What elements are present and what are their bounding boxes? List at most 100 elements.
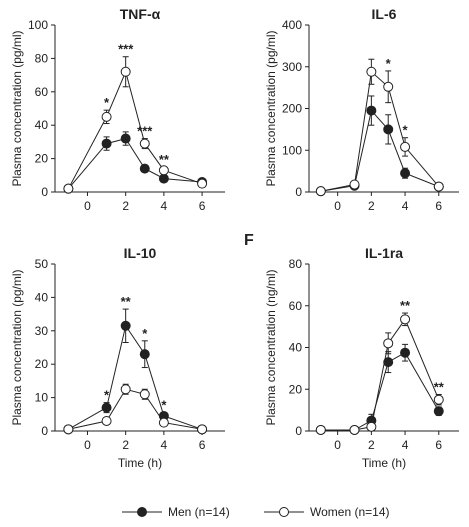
data-point-men bbox=[120, 133, 131, 144]
data-point-women bbox=[63, 183, 74, 194]
data-point-women bbox=[383, 338, 394, 349]
chart-panel-4: 0 20 40 60 80 0 2 4 6 IL-1ra Plasma concentration … bbox=[264, 245, 459, 470]
legend-marker-men bbox=[122, 507, 162, 517]
x-tick-label: 2 bbox=[122, 199, 129, 213]
y-tick-label: 80 bbox=[35, 51, 49, 65]
y-tick-label: 200 bbox=[282, 102, 302, 116]
y-tick-label: 40 bbox=[289, 341, 303, 355]
data-point-women bbox=[349, 179, 360, 190]
panel-letter: F bbox=[244, 232, 254, 249]
data-point-men bbox=[101, 402, 112, 413]
y-tick-label: 0 bbox=[41, 185, 48, 199]
y-axis-label: Plasma concentration (pg/ml) bbox=[10, 30, 24, 186]
y-tick-label: 20 bbox=[35, 357, 49, 371]
x-axis-label: Time (h) bbox=[362, 456, 406, 470]
data-point-women bbox=[158, 165, 169, 176]
y-tick-label: 30 bbox=[35, 324, 49, 338]
data-point-women bbox=[400, 314, 411, 325]
chart-title: IL-6 bbox=[372, 6, 397, 22]
series-line-women bbox=[67, 70, 203, 189]
x-tick-label: 0 bbox=[334, 199, 341, 213]
significance-label: ** bbox=[159, 152, 170, 167]
y-tick-label: 400 bbox=[282, 18, 302, 32]
x-tick-label: 6 bbox=[199, 438, 206, 452]
legend-marker-women bbox=[264, 507, 304, 517]
data-point-women bbox=[120, 384, 131, 395]
legend-item-men: Men (n=14) bbox=[122, 505, 230, 519]
series-line-women bbox=[320, 318, 440, 431]
x-tick-label: 4 bbox=[402, 199, 409, 213]
y-tick-label: 100 bbox=[282, 143, 302, 157]
series-line-women bbox=[68, 388, 203, 430]
data-point-men bbox=[366, 105, 377, 116]
data-point-men bbox=[433, 406, 444, 417]
y-tick-label: 50 bbox=[35, 257, 49, 271]
data-point-women bbox=[349, 424, 360, 435]
data-point-women bbox=[139, 389, 150, 400]
data-point-women bbox=[400, 141, 411, 152]
x-axis-label: Time (h) bbox=[118, 456, 162, 470]
y-tick-label: 10 bbox=[35, 391, 49, 405]
data-point-men bbox=[139, 349, 150, 360]
significance-label: ** bbox=[434, 379, 445, 394]
significance-label: *** bbox=[118, 42, 134, 57]
y-axis-label: Plasma concentration (pg/ml) bbox=[264, 30, 278, 186]
data-point-women bbox=[120, 66, 131, 77]
y-tick-label: 0 bbox=[295, 185, 302, 199]
series-line-men bbox=[320, 109, 439, 192]
data-point-women bbox=[383, 81, 394, 92]
significance-label: * bbox=[161, 398, 167, 413]
significance-label: *** bbox=[137, 124, 153, 139]
chart-panel-3: 0 10 20 30 40 50 0 2 4 6 IL-10 Plasma concentration… bbox=[10, 245, 225, 470]
data-point-women bbox=[158, 417, 169, 428]
significance-label: ** bbox=[400, 298, 411, 313]
x-tick-label: 0 bbox=[84, 199, 91, 213]
x-tick-label: 0 bbox=[84, 438, 91, 452]
x-tick-label: 6 bbox=[435, 199, 442, 213]
y-tick-label: 40 bbox=[35, 290, 49, 304]
y-tick-label: 300 bbox=[282, 60, 302, 74]
y-tick-label: 20 bbox=[35, 152, 49, 166]
data-point-women bbox=[101, 415, 112, 426]
data-point-women bbox=[197, 424, 208, 435]
data-point-women bbox=[101, 111, 112, 122]
series-line-women bbox=[320, 70, 440, 192]
significance-label: ** bbox=[121, 294, 132, 309]
data-point-women bbox=[366, 66, 377, 77]
x-tick-label: 4 bbox=[161, 199, 168, 213]
data-point-women bbox=[63, 424, 74, 435]
significance-label: * bbox=[104, 95, 110, 110]
y-tick-label: 0 bbox=[41, 424, 48, 438]
data-point-men bbox=[383, 357, 394, 368]
data-point-men bbox=[120, 320, 131, 331]
data-point-women bbox=[139, 138, 150, 149]
x-tick-label: 0 bbox=[334, 438, 341, 452]
y-tick-label: 100 bbox=[28, 18, 48, 32]
x-tick-label: 2 bbox=[368, 438, 375, 452]
data-point-men bbox=[383, 124, 394, 135]
x-tick-label: 4 bbox=[161, 438, 168, 452]
legend: Men (n=14) Women (n=14) bbox=[0, 505, 469, 525]
data-point-men bbox=[158, 173, 169, 184]
legend-item-women: Women (n=14) bbox=[264, 505, 389, 519]
significance-label: * bbox=[386, 56, 392, 71]
chart-panel-1: 0 20 40 60 80 100 0 2 4 6 TNF-α Plasma concentratio… bbox=[10, 6, 225, 213]
data-point-women bbox=[366, 421, 377, 432]
x-tick-label: 2 bbox=[122, 438, 129, 452]
data-point-men bbox=[139, 163, 150, 174]
chart-title: IL-10 bbox=[124, 245, 157, 261]
chart-title: IL-1ra bbox=[365, 245, 403, 261]
series-line-men bbox=[68, 324, 203, 430]
data-point-women bbox=[433, 181, 444, 192]
series-line-men bbox=[320, 352, 440, 431]
significance-label: * bbox=[403, 123, 409, 138]
data-point-men bbox=[400, 168, 411, 179]
y-tick-label: 20 bbox=[289, 382, 303, 396]
y-tick-label: 60 bbox=[35, 85, 49, 99]
x-tick-label: 4 bbox=[402, 438, 409, 452]
y-tick-label: 60 bbox=[289, 299, 303, 313]
data-point-men bbox=[400, 347, 411, 358]
data-point-women bbox=[433, 394, 444, 405]
data-point-men bbox=[101, 138, 112, 149]
